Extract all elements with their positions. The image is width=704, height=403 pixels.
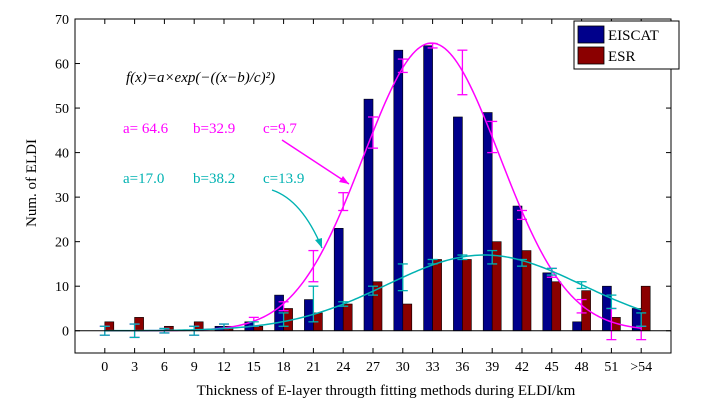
error-bars-group	[99, 42, 647, 341]
x-tick-label: 3	[131, 360, 138, 375]
legend-swatch-esr	[577, 46, 605, 65]
esr-param-b: b=38.2	[193, 171, 235, 187]
x-tick-label: 0	[101, 360, 108, 375]
x-tick-label: 36	[455, 360, 469, 375]
x-tick-label: 30	[396, 360, 410, 375]
bar-esr	[253, 325, 264, 332]
bar-esr	[462, 259, 472, 332]
error-bar-esr	[636, 312, 647, 327]
x-tick-label: 6	[161, 360, 168, 375]
error-bar-esr	[338, 301, 349, 307]
bar-eiscat	[393, 49, 404, 332]
y-axis-label: Num. of ELDI	[24, 139, 40, 227]
legend: EISCAT ESR	[573, 20, 680, 70]
eiscat-fit-params: a= 64.6 b=32.9 c=9.7	[123, 121, 297, 137]
legend-label-eiscat: EISCAT	[608, 28, 659, 44]
x-tick-label: 21	[306, 360, 320, 375]
bar-eiscat	[453, 116, 463, 332]
bar-esr	[551, 281, 562, 332]
x-tick-label: 9	[191, 360, 198, 375]
x-tick-label: 12	[217, 360, 231, 375]
esr-param-a: a=17.0	[123, 171, 164, 187]
bar-esr	[342, 303, 353, 332]
formula-annotation: f(x)=a×exp(−((x−b)/c)²)	[126, 70, 275, 86]
y-tick-label: 50	[55, 102, 69, 117]
bar-eiscat	[572, 321, 582, 332]
bar-eiscat	[512, 205, 523, 332]
error-bar-esr	[457, 254, 468, 261]
esr-fit-params: a=17.0 b=38.2 c=13.9	[123, 171, 304, 187]
error-bar-esr	[576, 281, 587, 290]
bar-esr	[432, 259, 442, 332]
esr-annotation-arrow	[271, 189, 323, 249]
x-tick-label: 45	[545, 360, 559, 375]
error-bar-eiscat	[517, 209, 527, 221]
error-bar-eiscat	[427, 42, 438, 49]
error-bar-esr	[368, 285, 378, 296]
error-bar-esr	[308, 285, 319, 323]
bar-eiscat	[423, 45, 433, 332]
error-bar-esr	[397, 263, 408, 292]
error-bar-eiscat	[278, 301, 289, 312]
bar-esr	[402, 303, 413, 332]
y-tick-label: 40	[55, 147, 69, 162]
legend-label-esr: ESR	[608, 49, 636, 65]
bar-eiscat	[333, 228, 344, 332]
y-tick-label: 10	[55, 280, 69, 295]
error-bar-esr	[219, 323, 229, 330]
error-bar-eiscat	[338, 192, 349, 212]
y-tick-label: 0	[62, 325, 69, 340]
x-tick-label: 51	[604, 360, 618, 375]
y-tick-label: 70	[55, 13, 69, 28]
error-bar-eiscat	[368, 116, 378, 149]
legend-swatch-eiscat	[577, 25, 605, 44]
bar-esr	[640, 285, 651, 332]
error-bar-esr	[278, 312, 289, 327]
eiscat-param-a: a= 64.6	[123, 121, 169, 137]
x-tick-label: 27	[366, 360, 380, 375]
y-tick-label: 60	[55, 58, 69, 73]
error-bar-eiscat	[487, 120, 498, 154]
x-tick-label: >54	[630, 360, 652, 375]
error-bar-eiscat	[308, 249, 319, 283]
eiscat-param-b: b=32.9	[193, 121, 235, 137]
x-tick-label: 18	[277, 360, 291, 375]
x-axis-label: Thickness of E-layer througth fitting me…	[197, 383, 576, 399]
error-bar-esr	[606, 294, 617, 310]
error-bar-esr	[517, 258, 527, 267]
x-tick-label: 42	[515, 360, 529, 375]
error-bar-esr	[427, 258, 438, 265]
x-tick-label: 15	[247, 360, 261, 375]
eiscat-annotation-arrow	[281, 139, 350, 185]
error-bar-eiscat	[576, 298, 587, 314]
x-tick-label: 48	[575, 360, 589, 375]
x-tick-label: 39	[485, 360, 499, 375]
bar-eiscat	[482, 112, 493, 332]
esr-param-c: c=13.9	[263, 171, 304, 187]
x-tick-label: 33	[426, 360, 440, 375]
error-bar-esr	[546, 267, 557, 276]
y-tick-label: 30	[55, 191, 69, 206]
error-bar-eiscat	[397, 58, 408, 74]
error-bar-eiscat	[457, 49, 468, 96]
bars-group	[104, 45, 651, 332]
bar-eiscat	[542, 272, 553, 332]
error-bar-esr	[487, 249, 498, 265]
y-tick-label: 20	[55, 236, 69, 251]
error-bar-esr	[248, 321, 259, 327]
eiscat-param-c: c=9.7	[263, 121, 297, 137]
x-tick-label: 24	[336, 360, 350, 375]
